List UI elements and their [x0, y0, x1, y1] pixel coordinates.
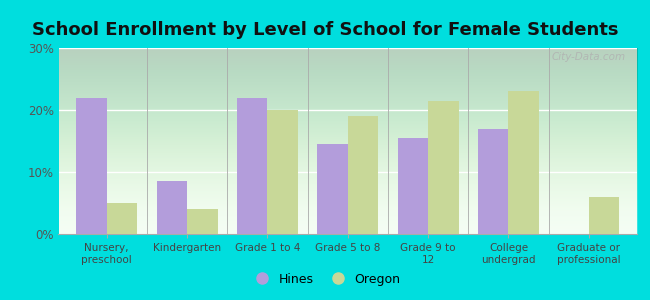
Bar — [107, 203, 137, 234]
Bar — [428, 101, 459, 234]
Legend: Hines, Oregon: Hines, Oregon — [244, 268, 406, 291]
Bar — [267, 110, 298, 234]
Bar — [187, 209, 218, 234]
Text: School Enrollment by Level of School for Female Students: School Enrollment by Level of School for… — [32, 21, 618, 39]
Bar — [237, 98, 267, 234]
Bar — [398, 138, 428, 234]
Bar — [589, 197, 619, 234]
Bar — [348, 116, 378, 234]
Bar — [157, 181, 187, 234]
Text: City-Data.com: City-Data.com — [551, 52, 625, 62]
Bar — [76, 98, 107, 234]
Bar — [317, 144, 348, 234]
Bar — [508, 92, 539, 234]
Bar — [478, 129, 508, 234]
